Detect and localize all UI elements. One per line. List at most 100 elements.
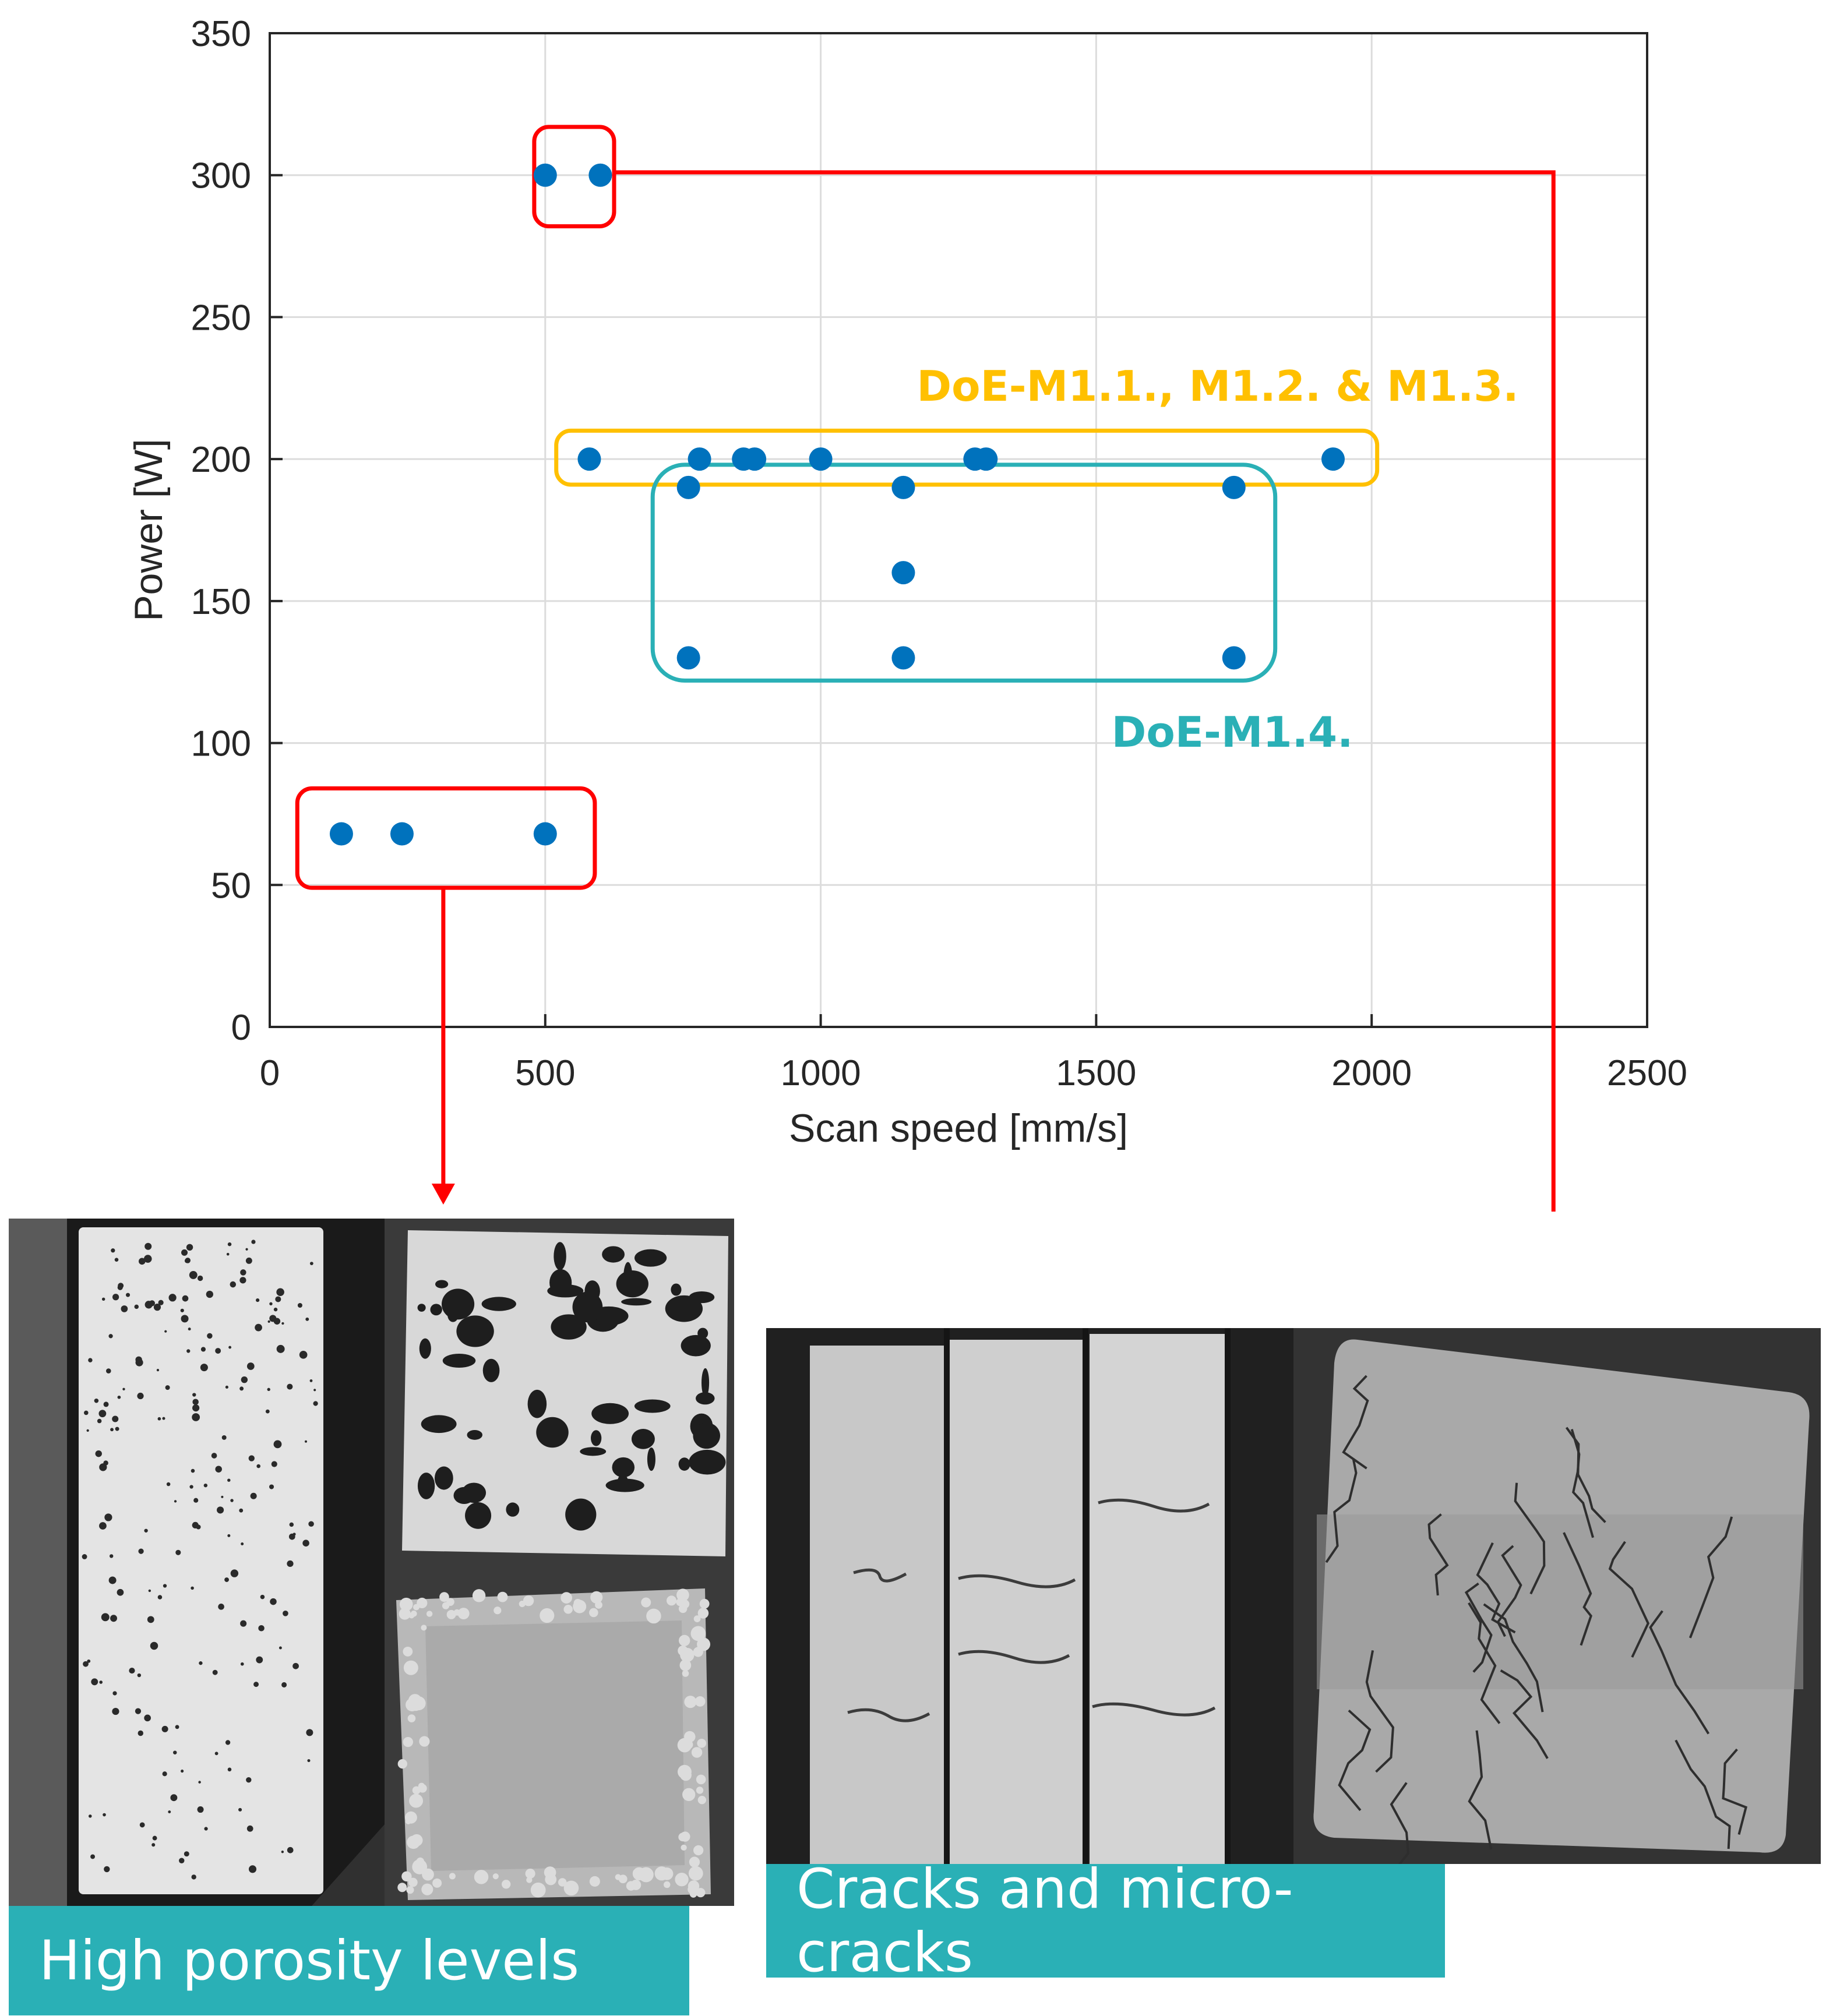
pore <box>104 1513 112 1521</box>
pore <box>170 1794 178 1802</box>
pore <box>313 1401 318 1406</box>
particle <box>688 1884 697 1894</box>
pore <box>224 1577 229 1582</box>
particle <box>407 1835 420 1849</box>
particle <box>449 1873 456 1880</box>
pore <box>157 1595 163 1600</box>
pore <box>288 1533 295 1540</box>
particle <box>403 1646 413 1657</box>
pore <box>269 1315 277 1322</box>
data-point <box>891 561 915 585</box>
y-tick-label: 0 <box>231 1008 251 1048</box>
pore <box>126 1293 131 1297</box>
pore <box>184 1851 189 1857</box>
particle <box>397 1759 407 1769</box>
pore <box>580 1447 607 1456</box>
particle <box>690 1626 706 1641</box>
y-tick-labels: 0 50 100 150 200 250 300 350 <box>191 14 283 1048</box>
pore <box>240 1269 246 1276</box>
crack <box>1468 1602 1501 1724</box>
particle <box>426 1611 433 1617</box>
pore <box>225 1385 228 1389</box>
plot-area-frame <box>269 32 1648 1028</box>
pore <box>186 1349 191 1353</box>
pore <box>163 1584 167 1588</box>
particle <box>404 1811 417 1824</box>
pore <box>117 1395 121 1399</box>
pore <box>602 1246 625 1263</box>
pore <box>138 1258 146 1265</box>
particle <box>563 1880 579 1896</box>
pore <box>103 1813 106 1817</box>
pore <box>565 1498 597 1531</box>
pore <box>591 1403 629 1424</box>
pore <box>151 1843 156 1847</box>
particle <box>561 1592 572 1604</box>
data-point <box>1321 447 1345 471</box>
crack <box>1098 1498 1210 1513</box>
pore <box>99 1522 107 1530</box>
particle <box>682 1788 696 1801</box>
pore <box>292 1662 299 1669</box>
pore <box>267 1320 270 1323</box>
pore <box>94 1398 99 1403</box>
pore <box>189 1270 198 1279</box>
x-tick-label: 1000 <box>781 1053 861 1093</box>
particle <box>680 1831 690 1842</box>
pore <box>239 1277 246 1284</box>
particle <box>632 1868 643 1879</box>
scatter-chart: 0 500 1000 1500 2000 2500 0 50 100 150 200 250 300 3… <box>126 14 1687 1212</box>
pore <box>228 1346 232 1349</box>
pore <box>138 1548 144 1554</box>
pore <box>591 1430 602 1446</box>
pore <box>212 1669 218 1675</box>
pore <box>230 1499 234 1502</box>
pore <box>207 1333 213 1339</box>
y-tick-label: 50 <box>211 866 251 906</box>
pore <box>671 1283 682 1296</box>
pore <box>696 1392 715 1405</box>
pore <box>245 1257 252 1264</box>
pore <box>434 1466 453 1490</box>
pore <box>621 1298 652 1306</box>
pore <box>108 1334 113 1339</box>
particle <box>417 1597 428 1609</box>
pore <box>162 1771 167 1777</box>
pore <box>554 1242 566 1270</box>
pore <box>162 1417 165 1420</box>
pore <box>117 1588 124 1596</box>
pore <box>299 1350 308 1359</box>
pore <box>631 1429 655 1449</box>
pore <box>304 1440 308 1443</box>
pore <box>305 1317 309 1321</box>
particle <box>526 1877 533 1883</box>
y-tick-label: 100 <box>191 724 251 764</box>
data-point <box>329 822 353 846</box>
pore <box>276 1288 284 1297</box>
particle <box>523 1595 534 1607</box>
micrograph-porosity-top-views <box>385 1219 734 1906</box>
pore <box>204 1827 208 1831</box>
micrograph-porosity-section <box>9 1219 385 1906</box>
particle <box>403 1737 413 1747</box>
pore <box>584 1280 600 1302</box>
pore <box>287 1560 294 1567</box>
pore <box>83 1661 89 1667</box>
pore <box>248 1455 255 1461</box>
particle <box>519 1600 526 1608</box>
pore <box>175 1725 179 1729</box>
pore <box>139 1822 145 1828</box>
pore <box>158 1300 164 1305</box>
particle <box>675 1873 689 1887</box>
pore <box>99 1680 103 1684</box>
particle <box>697 1739 706 1748</box>
particle <box>497 1591 508 1602</box>
pore <box>297 1302 302 1308</box>
pore <box>230 1281 237 1288</box>
pore <box>95 1450 102 1457</box>
crack <box>1565 1427 1606 1523</box>
pore <box>148 1589 151 1593</box>
particle <box>399 1608 411 1620</box>
micrograph-cracks-section-image <box>766 1328 1293 1864</box>
pore <box>192 1404 200 1412</box>
